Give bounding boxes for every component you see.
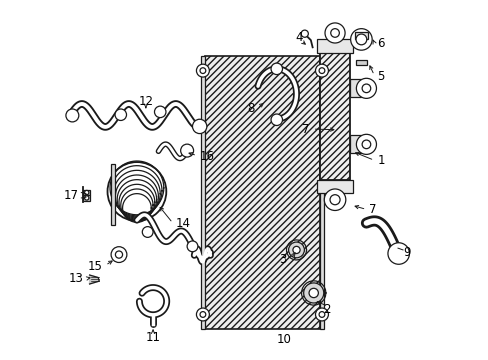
Circle shape [84,190,89,195]
Circle shape [355,34,366,45]
Circle shape [362,84,370,93]
Text: 8: 8 [246,102,254,115]
Circle shape [350,29,371,50]
Text: 3: 3 [279,253,286,266]
Circle shape [142,226,153,237]
Text: 7: 7 [301,122,308,136]
Circle shape [187,241,198,252]
Circle shape [315,308,328,321]
Bar [111,164,115,225]
Circle shape [115,109,126,121]
Text: 10: 10 [276,333,291,346]
Bar [83,190,90,195]
Circle shape [270,114,282,126]
Bar [355,60,366,65]
Circle shape [200,68,205,73]
Text: 1: 1 [376,154,384,167]
Circle shape [325,23,345,43]
Text: 17: 17 [64,189,79,202]
Circle shape [303,283,323,303]
Text: 9: 9 [402,246,409,259]
Circle shape [270,63,282,75]
Circle shape [84,196,89,200]
Circle shape [288,242,304,258]
Circle shape [387,243,408,264]
Circle shape [315,64,328,77]
Text: 15: 15 [88,260,102,273]
Bar [354,32,367,40]
Text: 4: 4 [295,31,302,44]
Bar [349,79,360,97]
Circle shape [308,288,318,298]
Bar [316,39,352,53]
Circle shape [66,109,79,122]
Polygon shape [89,275,99,284]
Circle shape [356,78,376,98]
Text: 2: 2 [323,303,330,316]
Text: 13: 13 [68,272,83,285]
Circle shape [200,312,205,318]
Bar [83,195,90,201]
Bar [204,56,319,329]
Circle shape [115,251,122,258]
Circle shape [319,312,324,318]
Circle shape [192,119,206,134]
Bar [349,135,360,153]
Text: 12: 12 [138,95,153,108]
Text: 14: 14 [175,217,190,230]
Circle shape [154,106,165,118]
Text: 5: 5 [376,69,384,82]
Circle shape [196,64,209,77]
Circle shape [111,247,126,262]
Circle shape [356,134,376,154]
Circle shape [329,195,339,205]
Text: 16: 16 [200,150,215,163]
Circle shape [196,308,209,321]
Circle shape [292,246,300,253]
Circle shape [319,68,324,73]
Bar [319,53,349,180]
Circle shape [362,140,370,149]
Circle shape [180,144,193,157]
Bar [316,180,352,193]
Text: 6: 6 [376,37,384,50]
Bar [319,56,324,329]
Text: 7: 7 [368,203,376,216]
Bar [201,56,204,329]
Circle shape [324,189,345,211]
Circle shape [301,30,308,37]
Circle shape [330,29,339,37]
Text: 11: 11 [145,330,160,343]
